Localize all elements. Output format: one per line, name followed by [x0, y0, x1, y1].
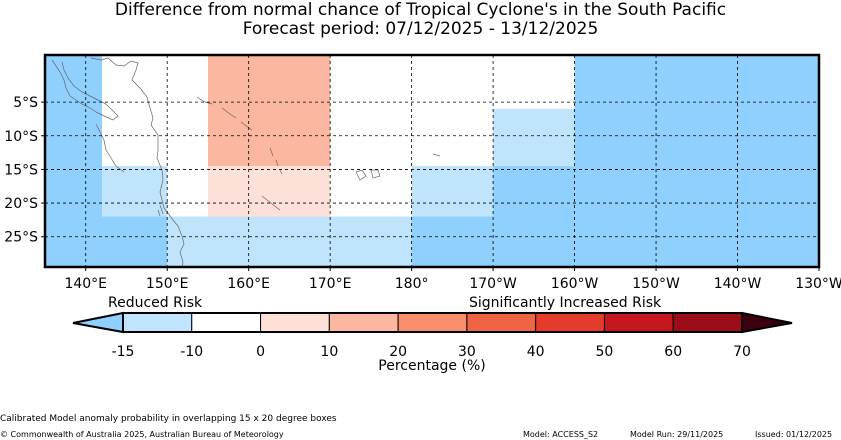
anomaly-cell-4	[207, 55, 331, 167]
lat-label-4: 25°S	[4, 230, 38, 246]
footer-copyright: © Commonwealth of Australia 2025, Austra…	[0, 430, 284, 439]
anomaly-cell-9	[493, 166, 575, 267]
coast-new-guinea	[51, 59, 119, 121]
colorbar-bin-7	[603, 312, 674, 333]
footer-note: Calibrated Model anomaly probability in …	[0, 414, 337, 424]
coast-cape-york	[95, 123, 125, 173]
lon-label-2: 160°E	[227, 276, 270, 292]
anomaly-cell-10	[574, 55, 819, 267]
lon-label-4: 180°	[395, 276, 429, 292]
colorbar-bin-0	[122, 312, 193, 333]
colorbar-tick-1: -10	[180, 344, 203, 360]
forecast-period: Forecast period: 07/12/2025 - 13/12/2025	[242, 19, 599, 39]
colorbar-bin-4	[397, 312, 468, 333]
lon-label-3: 170°E	[309, 276, 352, 292]
longitude-axis: 140°E 150°E 160°E 170°E 180° 170°W 160°W 150°W 1…	[64, 267, 841, 292]
legend-axis-label: Percentage (%)	[378, 358, 486, 374]
lon-label-0: 140°E	[64, 276, 107, 292]
lon-label-9: 130°W	[795, 276, 841, 292]
colorbar-outline	[122, 312, 743, 333]
colorbar-tick-4: 20	[389, 344, 407, 360]
latitude-axis: 5°S 10°S 15°S 20°S 25°S	[4, 95, 45, 246]
footer-issued: Issued: 01/12/2025	[755, 430, 833, 439]
lat-label-0: 5°S	[13, 95, 38, 111]
anomaly-cell-5	[207, 166, 331, 217]
colorbar-tick-5: 30	[458, 344, 476, 360]
colorbar-bin-1	[191, 312, 262, 333]
lat-label-1: 10°S	[4, 129, 38, 145]
coast-tasman-coast	[157, 204, 164, 217]
lon-label-6: 160°W	[551, 276, 599, 292]
anomaly-cell-2	[102, 166, 168, 217]
legend-right-label: Significantly Increased Risk	[469, 295, 662, 311]
footer-model-run: Model Run: 29/11/2025	[630, 430, 724, 439]
anomaly-cell-1	[102, 216, 168, 267]
colorbar-under-arrow	[72, 311, 124, 334]
lon-label-7: 150°W	[632, 276, 680, 292]
colorbar-tick-9: 70	[733, 344, 751, 360]
lon-label-1: 150°E	[146, 276, 189, 292]
colorbar-bin-6	[535, 312, 605, 333]
anomaly-cell-7	[411, 166, 494, 217]
anomaly-cell-3	[167, 216, 412, 267]
legend-colorbar: -15 -10 0 10 20 30 40 50 60 70	[72, 311, 793, 360]
coast-fiji	[355, 169, 381, 181]
legend-left-label: Reduced Risk	[108, 295, 203, 311]
footer-model: Model: ACCESS_S2	[523, 430, 599, 439]
anomaly-cell-0	[45, 55, 103, 267]
colorbar-tick-2: 0	[256, 344, 265, 360]
graticule	[45, 55, 819, 267]
colorbar-bin-3	[328, 312, 399, 333]
colorbar-tick-6: 40	[527, 344, 545, 360]
colorbar-bin-8	[672, 312, 743, 333]
colorbar-tick-7: 50	[596, 344, 614, 360]
colorbar-bin-2	[260, 312, 330, 333]
lat-label-3: 20°S	[4, 196, 38, 212]
coast-new-caledonia	[261, 195, 281, 211]
colorbar-tick-3: 10	[320, 344, 338, 360]
colorbar-tick-0: -15	[112, 344, 135, 360]
coast-samoa	[432, 153, 441, 157]
anomaly-cell-6	[411, 216, 494, 267]
colorbar-over-arrow	[741, 311, 793, 334]
colorbar-bin-5	[466, 312, 537, 333]
colorbar-tick-8: 60	[664, 344, 682, 360]
anomaly-cell-8	[493, 108, 575, 167]
lon-label-8: 140°W	[714, 276, 762, 292]
coast-australia	[90, 57, 185, 267]
lon-label-5: 170°W	[469, 276, 517, 292]
chart-title: Difference from normal chance of Tropica…	[114, 0, 727, 20]
coast-vanuatu	[269, 147, 283, 175]
map-frame	[43, 53, 821, 269]
anomaly-cells	[45, 55, 819, 267]
lat-label-2: 15°S	[4, 162, 38, 178]
